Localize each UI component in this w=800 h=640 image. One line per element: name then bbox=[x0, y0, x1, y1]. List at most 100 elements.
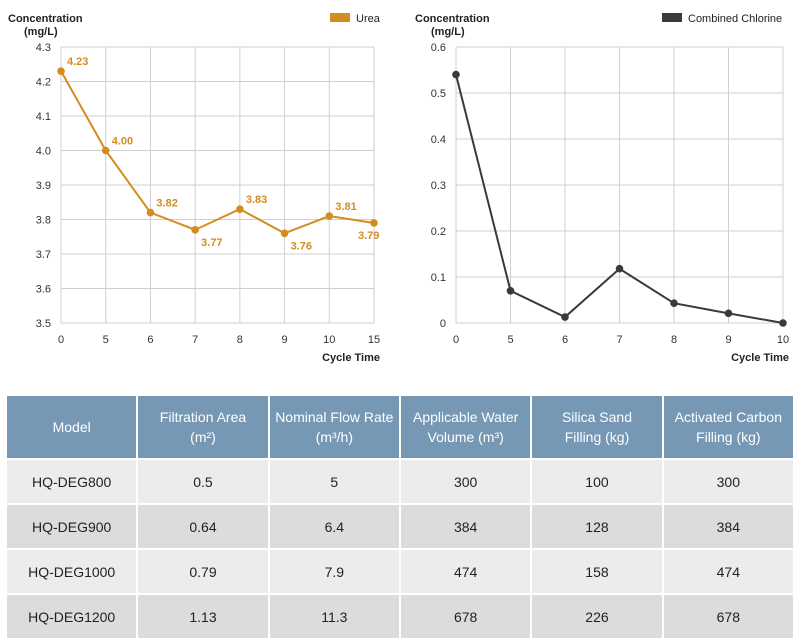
data-label: 4.00 bbox=[112, 136, 133, 148]
y-tick-label: 0.2 bbox=[431, 226, 446, 238]
cell-water-volume: 474 bbox=[398, 548, 533, 595]
y-tick-label: 3.6 bbox=[36, 284, 51, 296]
header-applicable-water-volume: Applicable Water Volume (m³) bbox=[398, 394, 533, 460]
data-label: 3.77 bbox=[201, 237, 222, 249]
y-tick-label: 4.1 bbox=[36, 111, 51, 123]
header-silica-sand-filling: Silica Sand Filling (kg) bbox=[530, 394, 664, 460]
x-tick-label: 9 bbox=[282, 334, 288, 346]
data-point bbox=[561, 313, 569, 321]
cell-water-volume: 384 bbox=[398, 503, 533, 550]
chart-svg: 3.5 3.6 3.7 3.8 3.9 4.0 4.1 4.2 4.3 0 5 6 7 8 9 10 15 Con… bbox=[8, 13, 381, 364]
y-tick-label: 0.6 bbox=[431, 42, 446, 54]
y-tick-label: 0.5 bbox=[431, 88, 446, 100]
model-spec-table: Model Filtration Area (m²) Nominal Flow R… bbox=[4, 394, 796, 640]
x-tick-label: 15 bbox=[368, 334, 380, 346]
x-axis-title: Cycle Time bbox=[322, 352, 380, 364]
data-point bbox=[779, 319, 787, 327]
legend-swatch bbox=[330, 13, 350, 22]
x-tick-label: 8 bbox=[671, 334, 677, 346]
x-tick-label: 10 bbox=[777, 334, 789, 346]
x-axis-title: Cycle Time bbox=[731, 352, 789, 364]
cell-flow-rate: 11.3 bbox=[267, 593, 401, 640]
y-tick-label: 0 bbox=[440, 318, 446, 330]
header-activated-carbon-filling: Activated Carbon Filling (kg) bbox=[661, 394, 796, 460]
x-tick-label: 8 bbox=[237, 334, 243, 346]
x-tick-label: 6 bbox=[147, 334, 153, 346]
data-point bbox=[236, 205, 244, 213]
y-tick-label: 3.8 bbox=[36, 215, 51, 227]
data-point bbox=[57, 67, 65, 75]
data-point bbox=[615, 264, 624, 273]
cell-water-volume: 300 bbox=[398, 458, 533, 505]
data-point bbox=[146, 208, 155, 217]
cell-silica-sand: 100 bbox=[530, 458, 664, 505]
y-tick-label: 3.9 bbox=[36, 180, 51, 192]
data-point bbox=[101, 146, 110, 155]
cell-model: HQ-DEG1200 bbox=[4, 593, 139, 640]
data-point bbox=[370, 219, 378, 227]
y-tick-label: 0.3 bbox=[431, 180, 446, 192]
y-tick-label: 0.4 bbox=[431, 134, 446, 146]
legend-swatch bbox=[662, 13, 682, 22]
cell-silica-sand: 226 bbox=[530, 593, 664, 640]
y-tick-label: 4.0 bbox=[36, 146, 51, 158]
y-tick-label: 3.7 bbox=[36, 249, 51, 261]
data-label: 3.76 bbox=[291, 240, 312, 252]
x-tick-label: 7 bbox=[616, 334, 622, 346]
header-model: Model bbox=[4, 394, 139, 460]
data-label: 3.83 bbox=[246, 194, 267, 206]
y-tick-label: 4.2 bbox=[36, 77, 51, 89]
x-tick-label: 0 bbox=[58, 334, 64, 346]
table-row: HQ-DEG800 0.5 5 300 100 300 bbox=[4, 458, 796, 505]
table-row: HQ-DEG1000 0.79 7.9 474 158 474 bbox=[4, 548, 796, 595]
data-point bbox=[452, 70, 460, 79]
cell-activated-carbon: 384 bbox=[661, 503, 796, 550]
cell-silica-sand: 128 bbox=[530, 503, 664, 550]
series-line bbox=[60, 70, 375, 235]
data-point bbox=[280, 229, 289, 238]
y-tick-label: 4.3 bbox=[36, 42, 51, 54]
urea-chart: 3.5 3.6 3.7 3.8 3.9 4.0 4.1 4.2 4.3 0 5 6 7 8 9 10 15 Con… bbox=[0, 0, 400, 370]
combined-chlorine-chart: 0 0.1 0.2 0.3 0.4 0.5 0.6 0 5 6 7 8 9 10 Concentration… bbox=[400, 0, 800, 370]
data-point bbox=[670, 299, 678, 308]
cell-filtration-area: 0.79 bbox=[136, 548, 270, 595]
cell-activated-carbon: 474 bbox=[661, 548, 796, 595]
cell-model: HQ-DEG800 bbox=[4, 458, 139, 505]
x-tick-label: 5 bbox=[507, 334, 513, 346]
y-axis-unit: (mg/L) bbox=[431, 26, 465, 38]
x-tick-label: 9 bbox=[725, 334, 731, 346]
data-point bbox=[506, 287, 515, 295]
cell-filtration-area: 1.13 bbox=[136, 593, 270, 640]
table-row: HQ-DEG900 0.64 6.4 384 128 384 bbox=[4, 503, 796, 550]
y-axis-title: Concentration bbox=[8, 13, 83, 25]
cell-model: HQ-DEG900 bbox=[4, 503, 139, 550]
cell-filtration-area: 0.64 bbox=[136, 503, 270, 550]
y-axis-title: Concentration bbox=[415, 13, 490, 25]
header-filtration-area: Filtration Area (m²) bbox=[136, 394, 270, 460]
y-axis-unit: (mg/L) bbox=[24, 26, 58, 38]
data-point bbox=[724, 309, 733, 318]
cell-filtration-area: 0.5 bbox=[136, 458, 270, 505]
x-tick-label: 5 bbox=[103, 334, 109, 346]
x-tick-label: 6 bbox=[562, 334, 568, 346]
y-tick-label: 3.5 bbox=[36, 318, 51, 330]
table-header-row: Model Filtration Area (m²) Nominal Flow R… bbox=[4, 394, 796, 460]
x-tick-label: 10 bbox=[323, 334, 335, 346]
cell-activated-carbon: 300 bbox=[661, 458, 796, 505]
legend-label: Urea bbox=[356, 13, 381, 25]
data-point bbox=[191, 226, 199, 234]
cell-activated-carbon: 678 bbox=[661, 593, 796, 640]
x-tick-label: 0 bbox=[453, 334, 459, 346]
cell-water-volume: 678 bbox=[398, 593, 533, 640]
data-label: 4.23 bbox=[67, 56, 88, 68]
header-nominal-flow-rate: Nominal Flow Rate (m³/h) bbox=[267, 394, 401, 460]
legend-label: Combined Chlorine bbox=[688, 13, 782, 25]
cell-flow-rate: 5 bbox=[267, 458, 401, 505]
data-point bbox=[325, 212, 334, 220]
cell-flow-rate: 6.4 bbox=[267, 503, 401, 550]
y-tick-label: 0.1 bbox=[431, 272, 446, 284]
cell-model: HQ-DEG1000 bbox=[4, 548, 139, 595]
cell-silica-sand: 158 bbox=[530, 548, 664, 595]
data-label: 3.82 bbox=[156, 198, 177, 210]
data-label: 3.81 bbox=[335, 201, 356, 213]
